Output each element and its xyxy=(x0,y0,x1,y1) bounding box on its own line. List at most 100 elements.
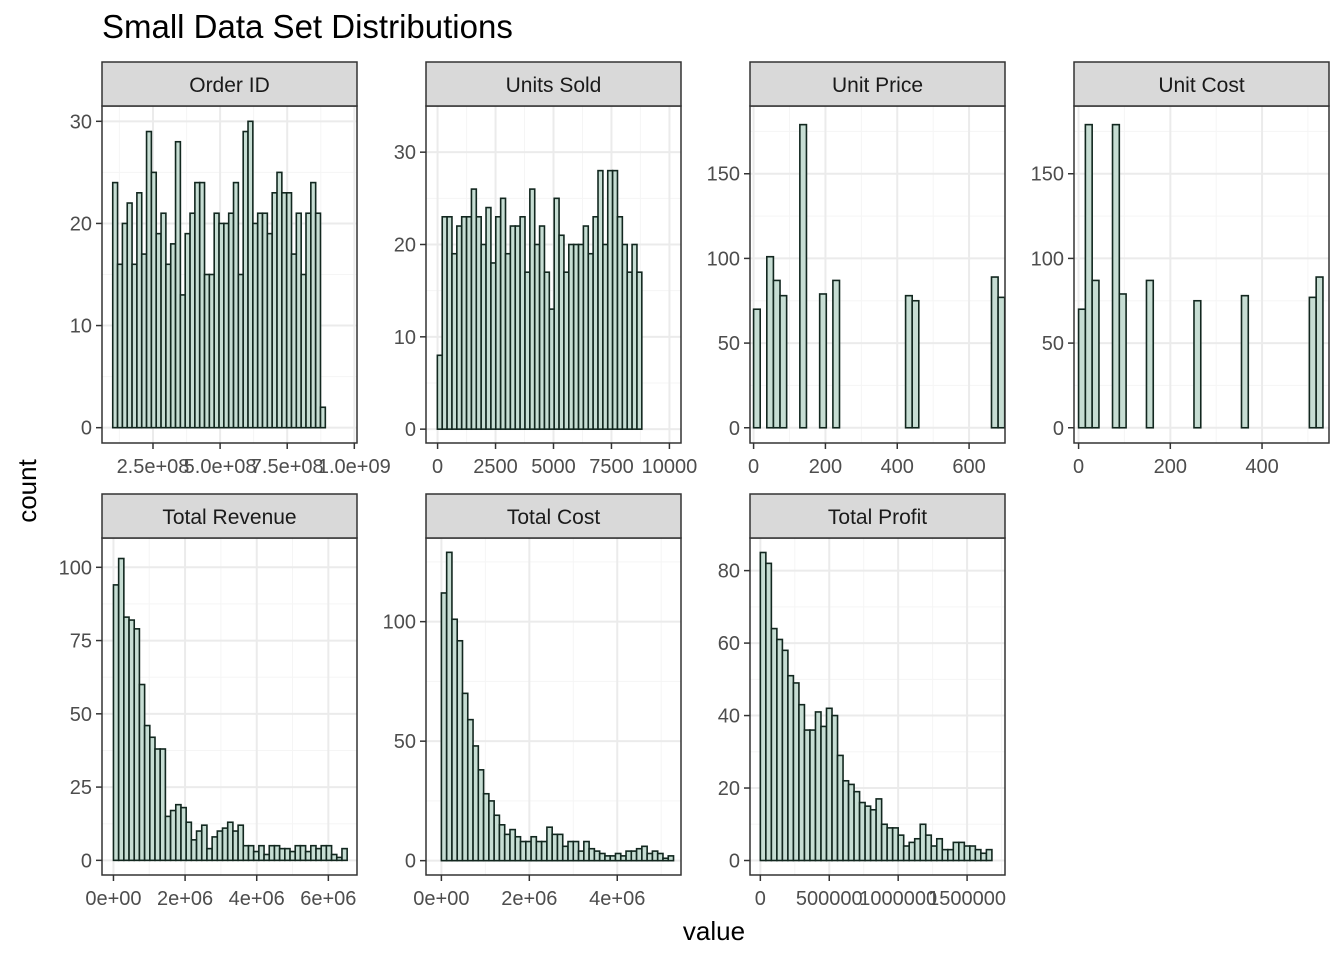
histogram-bar xyxy=(772,279,781,429)
histogram-bar xyxy=(930,845,938,862)
facet-strip-label: Units Sold xyxy=(506,74,602,97)
histogram-bar xyxy=(897,834,905,862)
histogram-bar xyxy=(836,754,844,862)
x-tick-label: 2e+06 xyxy=(157,888,213,910)
x-tick-label: 200 xyxy=(809,456,842,478)
histogram-bar xyxy=(946,848,955,862)
histogram-bar xyxy=(792,682,800,862)
histogram-bar xyxy=(814,711,822,862)
histogram-bar xyxy=(1118,293,1127,429)
histogram-bar xyxy=(159,748,167,862)
histogram-bar xyxy=(258,844,265,862)
histogram-bar xyxy=(1111,123,1121,429)
histogram-bar xyxy=(842,779,850,862)
histogram-bar xyxy=(941,848,949,862)
histogram-bar xyxy=(325,844,333,862)
x-tick-label: 0 xyxy=(1073,456,1084,478)
x-tick-label: 1500000 xyxy=(928,888,1006,910)
histogram-bar xyxy=(997,296,1006,429)
x-tick-label: 7500 xyxy=(589,456,634,478)
panel-background xyxy=(750,106,1005,443)
histogram-bar xyxy=(985,848,993,862)
histogram-bar xyxy=(803,729,811,862)
y-tick-label: 0 xyxy=(405,419,416,441)
facet-total-revenue: Total Revenue 0 25 50 75 100 0e+00 2e+06 4e+06 6e… xyxy=(59,493,358,910)
y-tick-label: 30 xyxy=(70,111,92,133)
x-tick-label: 4e+06 xyxy=(589,888,645,910)
histogram-bar xyxy=(781,649,789,862)
histogram-bar xyxy=(908,841,916,862)
facet-strip-label: Unit Price xyxy=(832,74,923,97)
y-tick-label: 50 xyxy=(1042,333,1064,355)
y-tick-label: 20 xyxy=(70,213,92,235)
histogram-bar xyxy=(913,837,922,862)
histogram-bar xyxy=(869,808,877,862)
y-tick-label: 50 xyxy=(394,731,416,753)
facet-strip-label: Total Revenue xyxy=(162,506,296,529)
histogram-bar xyxy=(825,707,833,862)
histogram-bar xyxy=(919,823,927,862)
histogram-bar xyxy=(759,551,767,862)
x-tick-label: 400 xyxy=(1245,456,1278,478)
histogram-bar xyxy=(853,790,861,862)
histogram-bar xyxy=(911,299,920,429)
histogram-bar xyxy=(875,798,883,862)
y-tick-label: 20 xyxy=(718,778,740,800)
y-tick-label: 100 xyxy=(707,248,740,270)
facet-strip-label: Total Profit xyxy=(828,506,927,529)
histogram-bar xyxy=(752,308,762,429)
histogram-bar xyxy=(200,824,208,862)
y-tick-label: 0 xyxy=(81,850,92,872)
chart-title: Small Data Set Distributions xyxy=(102,8,513,45)
histogram-bar xyxy=(314,212,322,429)
x-tick-label: 4e+06 xyxy=(229,888,285,910)
histogram-bar xyxy=(1193,299,1202,429)
y-tick-label: 0 xyxy=(729,851,740,873)
histogram-bar xyxy=(990,276,999,429)
facet-total-profit: Total Profit 0 20 40 60 80 0 500000100000015000… xyxy=(718,493,1006,910)
y-tick-label: 50 xyxy=(718,333,740,355)
histogram-bar xyxy=(847,783,855,862)
histogram-bar xyxy=(820,725,828,862)
x-tick-label: 600 xyxy=(952,456,985,478)
x-tick-label: 0e+00 xyxy=(413,888,469,910)
histogram-bar xyxy=(1315,276,1324,429)
histogram-bar xyxy=(880,823,888,862)
histogram-bar xyxy=(766,255,775,429)
histogram-bar xyxy=(787,674,795,862)
histogram-bar xyxy=(770,627,778,862)
y-tick-label: 150 xyxy=(1031,164,1064,186)
histogram-bar xyxy=(319,406,327,429)
facet-strip xyxy=(749,61,1006,107)
x-tick-label: 10000 xyxy=(642,456,698,478)
histogram-bar xyxy=(832,279,841,429)
x-tick-label: 200 xyxy=(1154,456,1187,478)
x-tick-label: 400 xyxy=(881,456,914,478)
x-tick-label: 5.0e+08 xyxy=(184,456,257,478)
y-tick-label: 100 xyxy=(1031,248,1064,270)
facet-units-sold: Units Sold 0 10 20 30 0 2500 5000 7500 10000 xyxy=(394,61,698,478)
y-tick-label: 60 xyxy=(718,633,740,655)
y-tick-label: 10 xyxy=(394,327,416,349)
x-tick-label: 1.0e+09 xyxy=(318,456,391,478)
y-tick-label: 25 xyxy=(70,777,92,799)
histogram-bar xyxy=(858,801,866,862)
x-axis-title: value xyxy=(683,916,745,946)
x-tick-label: 2.5e+08 xyxy=(117,456,190,478)
facet-strip xyxy=(1073,61,1330,107)
y-tick-label: 20 xyxy=(394,234,416,256)
x-tick-label: 0 xyxy=(748,456,759,478)
facet-strip-label: Order ID xyxy=(189,74,270,97)
histogram-bar xyxy=(831,714,839,862)
histogram-bar xyxy=(174,140,182,429)
y-tick-label: 0 xyxy=(81,418,92,440)
histogram-bar xyxy=(656,852,664,862)
histogram-bar xyxy=(765,562,773,862)
histogram-bar xyxy=(980,852,988,862)
histogram-bar xyxy=(958,841,966,862)
histogram-bar xyxy=(864,805,872,862)
facet-strip xyxy=(101,493,358,539)
facet-strip xyxy=(425,493,682,539)
histogram-bar xyxy=(779,294,788,429)
histogram-bar xyxy=(636,271,643,430)
